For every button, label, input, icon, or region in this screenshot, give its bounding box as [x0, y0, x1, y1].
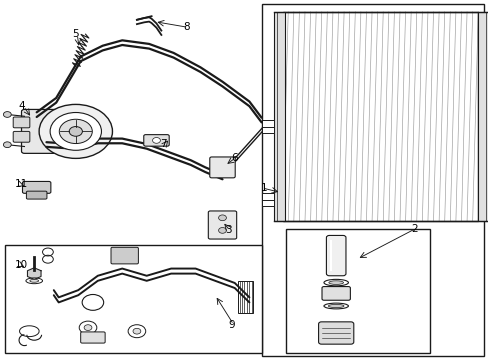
Polygon shape — [27, 268, 41, 279]
Bar — [238, 281, 252, 313]
Bar — [273, 12, 284, 221]
Text: 7: 7 — [160, 139, 167, 149]
Ellipse shape — [26, 278, 42, 284]
FancyBboxPatch shape — [26, 191, 47, 199]
Ellipse shape — [30, 279, 39, 282]
Text: 1: 1 — [260, 183, 266, 193]
FancyBboxPatch shape — [21, 109, 61, 153]
Text: 8: 8 — [183, 22, 190, 32]
Bar — [282, 12, 477, 221]
FancyBboxPatch shape — [22, 181, 51, 193]
FancyBboxPatch shape — [209, 157, 235, 178]
FancyBboxPatch shape — [261, 193, 273, 206]
Bar — [477, 12, 488, 221]
Circle shape — [84, 325, 92, 330]
Text: 10: 10 — [15, 260, 28, 270]
Ellipse shape — [323, 303, 347, 309]
Ellipse shape — [323, 279, 347, 286]
FancyBboxPatch shape — [13, 131, 30, 142]
Text: 5: 5 — [72, 29, 79, 39]
Circle shape — [59, 119, 92, 144]
Text: 3: 3 — [224, 225, 231, 235]
FancyBboxPatch shape — [321, 287, 349, 300]
Ellipse shape — [327, 305, 343, 307]
FancyBboxPatch shape — [208, 211, 236, 239]
FancyBboxPatch shape — [318, 322, 353, 344]
Circle shape — [218, 228, 226, 233]
Ellipse shape — [328, 281, 343, 284]
FancyBboxPatch shape — [143, 135, 169, 146]
Bar — [285, 229, 429, 353]
Circle shape — [69, 127, 82, 136]
Circle shape — [133, 328, 141, 334]
Circle shape — [3, 142, 11, 148]
Circle shape — [218, 215, 226, 221]
FancyBboxPatch shape — [325, 235, 345, 276]
Text: 9: 9 — [228, 320, 235, 330]
Circle shape — [3, 112, 11, 117]
Circle shape — [50, 112, 102, 150]
FancyBboxPatch shape — [111, 247, 138, 264]
Bar — [5, 245, 261, 353]
FancyBboxPatch shape — [81, 332, 105, 343]
Text: 6: 6 — [230, 153, 237, 163]
Bar — [261, 4, 483, 356]
FancyBboxPatch shape — [261, 121, 273, 134]
Circle shape — [152, 138, 160, 143]
Text: 2: 2 — [410, 224, 417, 234]
Text: 11: 11 — [15, 179, 28, 189]
FancyBboxPatch shape — [13, 117, 30, 128]
Text: 4: 4 — [19, 101, 25, 111]
Circle shape — [39, 104, 112, 158]
